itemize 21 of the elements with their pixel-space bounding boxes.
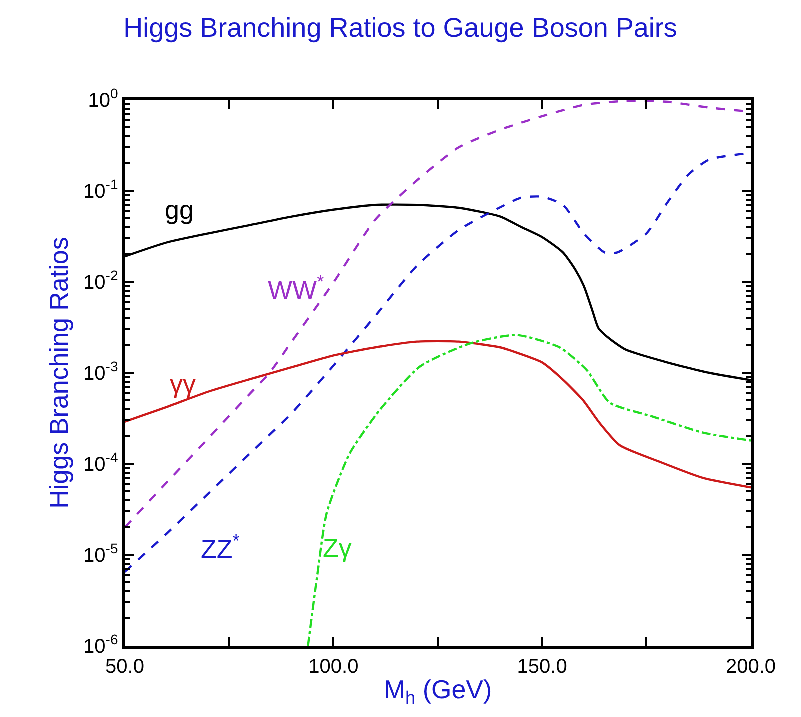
x-tick-label: 150.0: [517, 656, 568, 678]
chart-title: Higgs Branching Ratios to Gauge Boson Pairs: [124, 12, 678, 43]
series-label: Zγ: [323, 533, 352, 563]
y-axis-title: Higgs Branching Ratios: [44, 237, 74, 509]
y-tick-label: 10$^{-6}$: [84, 632, 118, 658]
series-label: gg: [165, 195, 194, 225]
y-tick-label: 10$^{-5}$: [84, 540, 118, 567]
x-tick-label: 100.0: [308, 656, 359, 678]
series-label: WW$^{*}$: [268, 272, 324, 305]
line-series: [125, 340, 751, 489]
series-label: ZZ$^{*}$: [201, 531, 240, 564]
y-tick-label: 10$^{-4}$: [84, 450, 118, 476]
x-axis-title: M$_{h}$ (GeV): [384, 674, 492, 708]
y-tick-label: 10$^{-2}$: [84, 268, 118, 294]
series-label: γγ: [170, 369, 196, 399]
y-tick-label: 10$^{0}$: [88, 86, 118, 112]
line-series: [307, 334, 751, 646]
y-tick-label: 10$^{-1}$: [84, 176, 118, 203]
x-tick-label: 200.0: [726, 656, 776, 678]
x-tick-label: 50.0: [106, 656, 144, 678]
y-tick-label: 10$^{-3}$: [84, 358, 118, 385]
